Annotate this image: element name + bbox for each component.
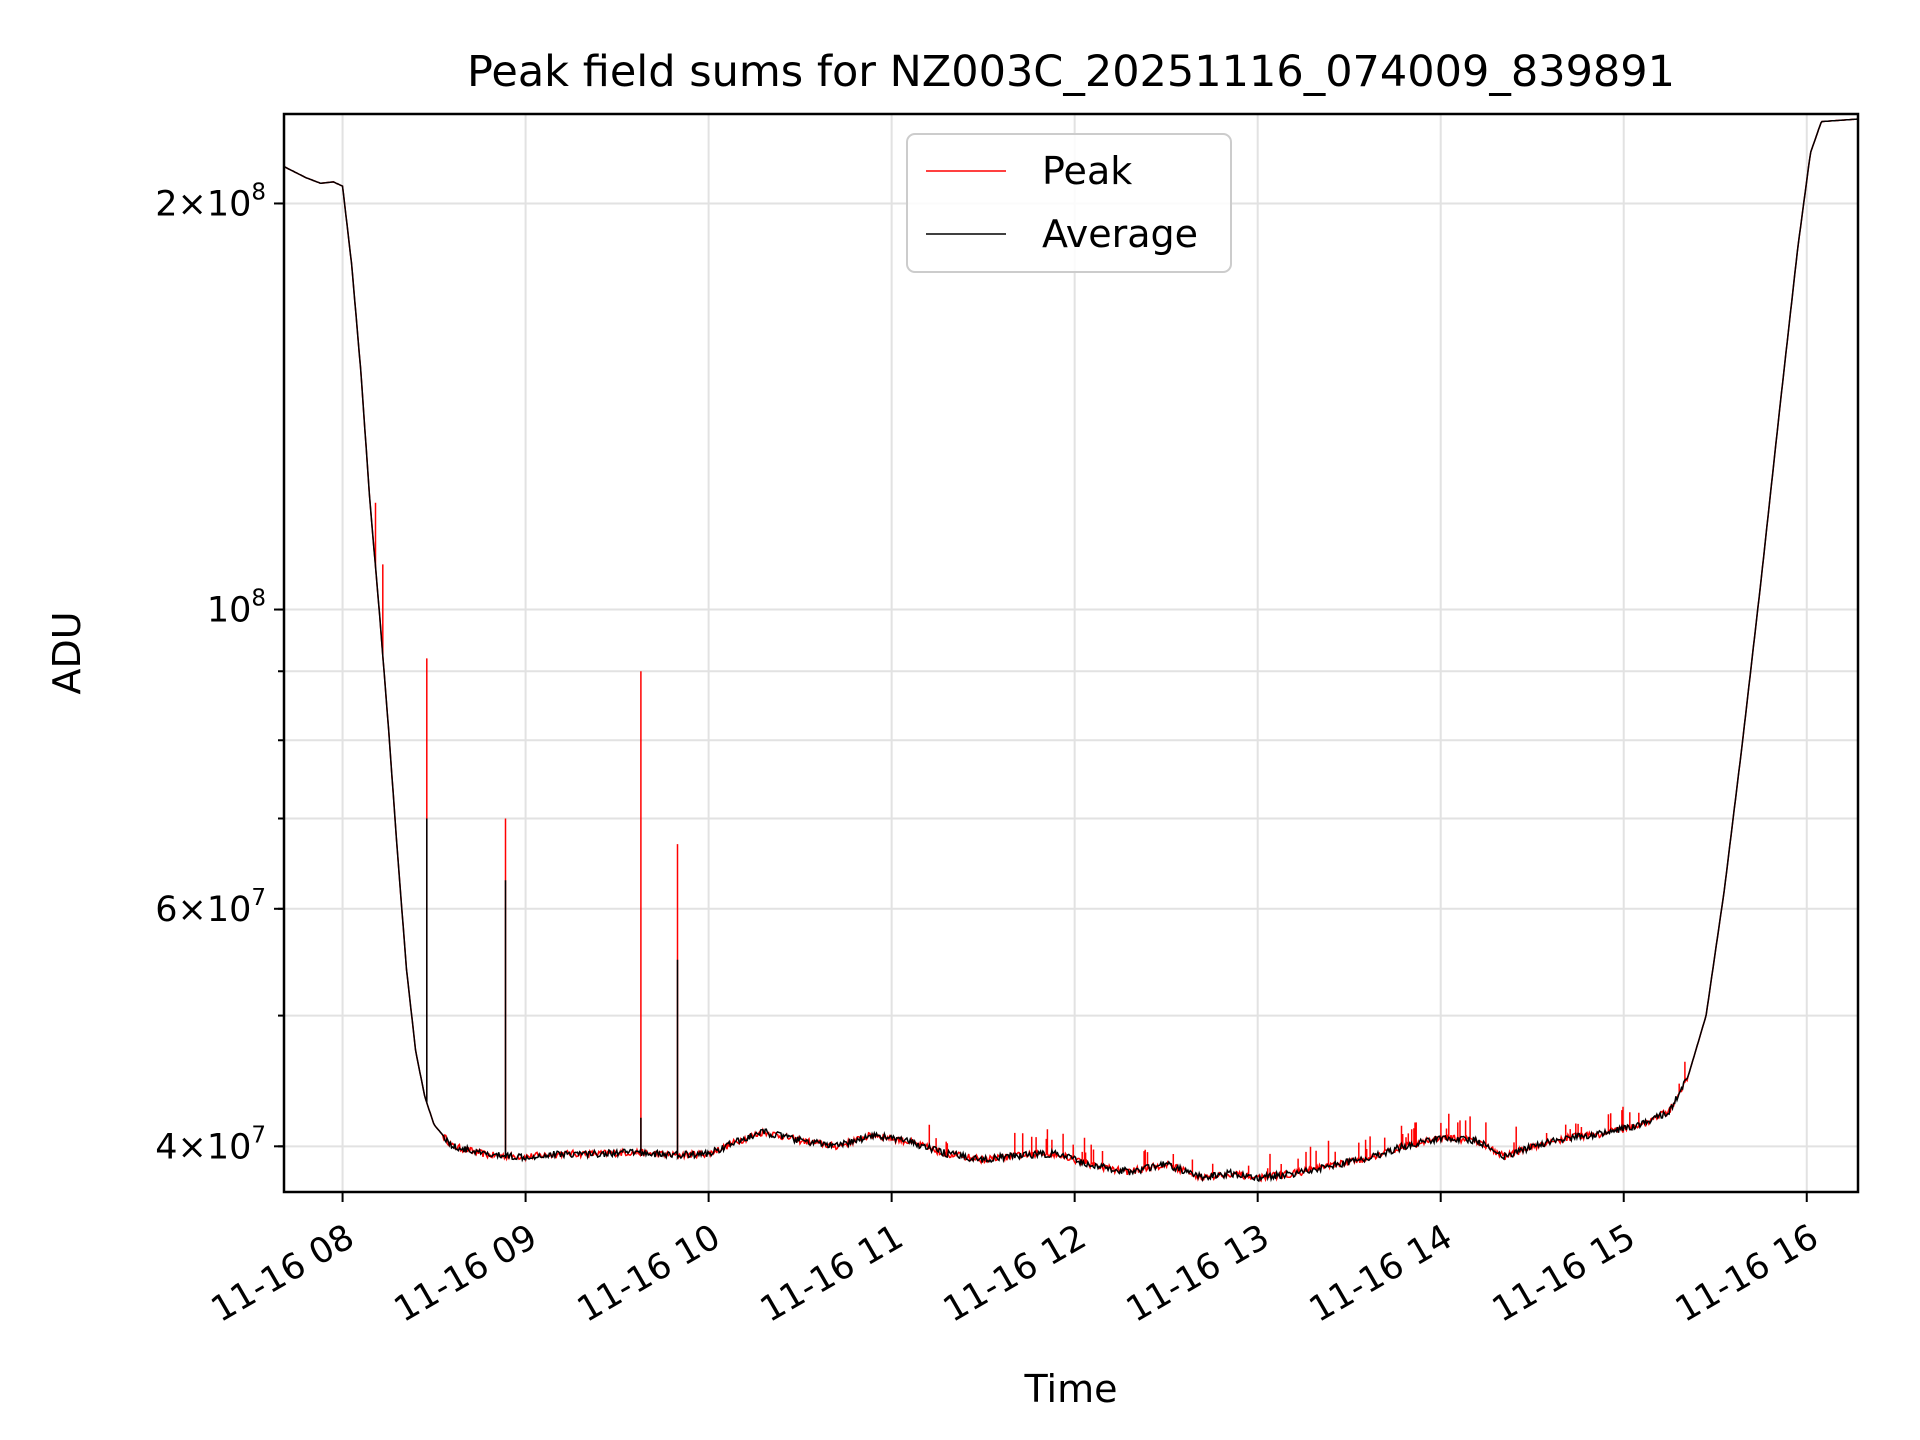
legend-box [906,133,1232,273]
y-axis-ticks: 2×108 108 6×107 4×107 [155,179,284,1167]
series-line-peak [284,118,1858,1183]
x-tick-label: 11-16 16 [1669,1217,1825,1330]
x-tick-label: 11-16 09 [388,1217,544,1330]
x-tick-label: 11-16 13 [1120,1217,1276,1330]
grid [284,114,1858,1192]
legend: Peak Average [906,133,1232,273]
y-tick-label: 108 [207,586,266,631]
y-tick-label: 6×107 [155,885,266,930]
x-axis-label: Time [1024,1367,1118,1411]
legend-label-average: Average [1042,212,1198,256]
y-tick-label: 4×107 [155,1122,266,1167]
y-tick-label: 2×108 [155,179,266,224]
chart-title: Peak field sums for NZ003C_20251116_0740… [467,47,1675,97]
series-line-average [284,118,1858,1183]
plot-area [284,118,1858,1183]
x-tick-label: 11-16 10 [571,1217,727,1330]
x-tick-label: 11-16 11 [754,1217,910,1330]
x-tick-label: 11-16 14 [1303,1217,1459,1330]
x-tick-label: 11-16 12 [937,1217,1093,1330]
legend-label-peak: Peak [1042,149,1132,193]
plot-frame [282,112,1860,1194]
x-tick-label: 11-16 15 [1486,1217,1642,1330]
x-axis-ticks: 11-16 08 11-16 09 11-16 10 11-16 11 11-16 12… [205,1192,1825,1330]
y-axis-label: ADU [45,611,89,694]
x-tick-label: 11-16 08 [205,1217,361,1330]
